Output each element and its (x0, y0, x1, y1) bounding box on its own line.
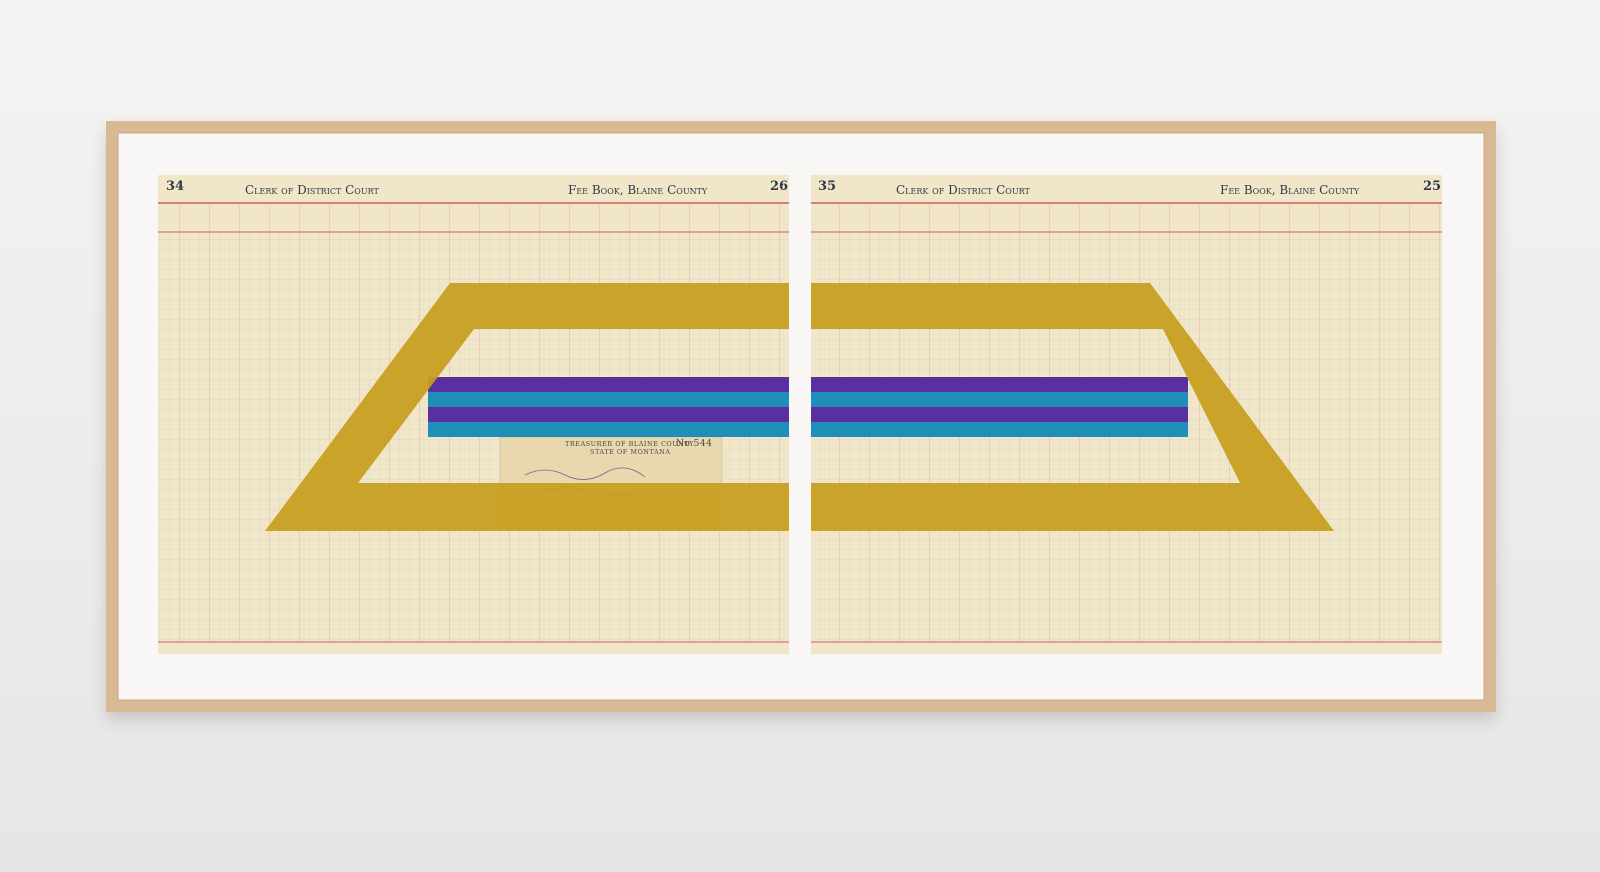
check-subtitle: STATE OF MONTANA (590, 448, 671, 456)
page-number: 35 (818, 179, 836, 194)
page-number: 25 (1423, 179, 1441, 194)
page-number: 26 (770, 179, 788, 194)
check-number: No 544 (676, 439, 712, 449)
check-title: TREASURER OF BLAINE COUNTY (565, 440, 694, 448)
gold-trapezoid (265, 283, 1334, 531)
heading: Fee Book, Blaine County (1220, 183, 1360, 197)
heading: Clerk of District Court (245, 183, 379, 197)
page-number: 34 (166, 179, 184, 194)
heading: Fee Book, Blaine County (568, 183, 708, 197)
heading: Clerk of District Court (896, 183, 1030, 197)
